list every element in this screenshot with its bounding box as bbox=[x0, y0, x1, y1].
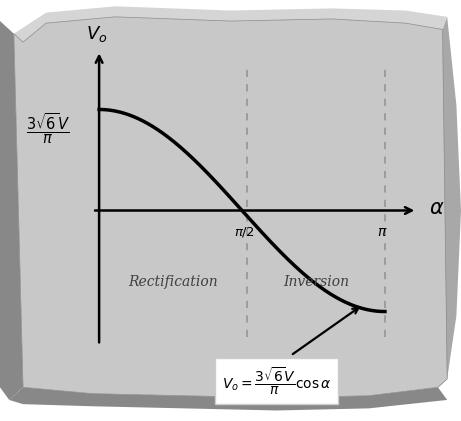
Text: $\pi$: $\pi$ bbox=[378, 225, 388, 239]
Text: $V_o$: $V_o$ bbox=[86, 24, 107, 44]
Text: $\alpha$: $\alpha$ bbox=[429, 199, 444, 218]
Polygon shape bbox=[0, 21, 23, 400]
Polygon shape bbox=[14, 6, 447, 42]
Text: Rectification: Rectification bbox=[128, 275, 218, 289]
Polygon shape bbox=[9, 387, 447, 410]
Text: Inversion: Inversion bbox=[283, 275, 349, 289]
Text: $\pi/2$: $\pi/2$ bbox=[234, 225, 255, 239]
Polygon shape bbox=[438, 17, 461, 387]
Text: $V_o = \dfrac{3\sqrt{6}V}{\pi}\cos\alpha$: $V_o = \dfrac{3\sqrt{6}V}{\pi}\cos\alpha… bbox=[222, 365, 331, 397]
Polygon shape bbox=[14, 17, 447, 398]
Text: $\dfrac{3\sqrt{6}V}{\pi}$: $\dfrac{3\sqrt{6}V}{\pi}$ bbox=[26, 111, 71, 146]
